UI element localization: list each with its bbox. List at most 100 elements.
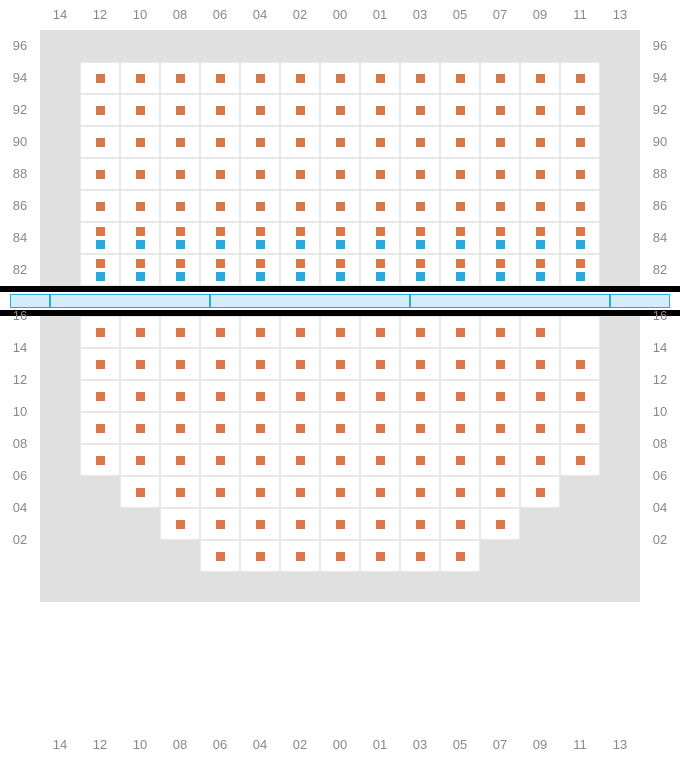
seat-marker — [336, 74, 345, 83]
seat-marker — [96, 138, 105, 147]
seat-marker — [176, 424, 185, 433]
seat-marker — [256, 106, 265, 115]
seat-marker — [256, 202, 265, 211]
seat-marker — [256, 272, 265, 281]
seat-marker — [456, 360, 465, 369]
seat-marker — [416, 272, 425, 281]
row-label-right: 04 — [640, 492, 680, 524]
seat-marker — [176, 392, 185, 401]
seat-marker — [336, 520, 345, 529]
col-label: 14 — [40, 0, 80, 30]
col-label: 11 — [560, 730, 600, 760]
seat-marker — [376, 456, 385, 465]
seat-marker — [96, 360, 105, 369]
seat-marker — [96, 259, 105, 268]
col-label: 12 — [80, 0, 120, 30]
seat-marker — [336, 106, 345, 115]
seat-marker — [96, 392, 105, 401]
seat-marker — [256, 74, 265, 83]
seat-marker — [536, 138, 545, 147]
row-label-right: 14 — [640, 332, 680, 364]
seat-marker — [496, 259, 505, 268]
row-label-left: 02 — [0, 524, 40, 556]
seat-marker — [496, 520, 505, 529]
seat-marker — [136, 170, 145, 179]
seat-marker — [296, 488, 305, 497]
seat-marker — [416, 552, 425, 561]
seat-marker — [536, 240, 545, 249]
seat-marker — [376, 488, 385, 497]
seat-marker — [96, 106, 105, 115]
seat-marker — [216, 106, 225, 115]
col-label: 08 — [160, 730, 200, 760]
divider-blue-seg — [210, 294, 410, 308]
seat-marker — [336, 202, 345, 211]
seat-marker — [256, 488, 265, 497]
seat-marker — [216, 240, 225, 249]
seat-marker — [216, 74, 225, 83]
seat-marker — [96, 272, 105, 281]
seat-marker — [536, 360, 545, 369]
seat-marker — [496, 106, 505, 115]
seat-marker — [296, 520, 305, 529]
seat-marker — [136, 227, 145, 236]
seat-marker — [376, 259, 385, 268]
seat-marker — [136, 328, 145, 337]
row-label-left: 86 — [0, 190, 40, 222]
seat-marker — [336, 456, 345, 465]
seat-marker — [456, 138, 465, 147]
seat-marker — [456, 240, 465, 249]
seat-marker — [176, 488, 185, 497]
divider-top — [0, 286, 680, 292]
col-label: 03 — [400, 730, 440, 760]
seat-marker — [96, 170, 105, 179]
seat-marker — [576, 240, 585, 249]
seat-marker — [216, 392, 225, 401]
seat-marker — [176, 240, 185, 249]
seat-marker — [416, 520, 425, 529]
col-label: 12 — [80, 730, 120, 760]
seat-marker — [416, 138, 425, 147]
seat-marker — [336, 227, 345, 236]
row-label-right: 06 — [640, 460, 680, 492]
col-label: 00 — [320, 730, 360, 760]
row-label-right: 92 — [640, 94, 680, 126]
seat-marker — [136, 272, 145, 281]
col-label: 10 — [120, 730, 160, 760]
seat-marker — [176, 138, 185, 147]
seat-marker — [456, 202, 465, 211]
seat-marker — [216, 227, 225, 236]
seat-marker — [536, 328, 545, 337]
col-label: 13 — [600, 730, 640, 760]
seat-marker — [456, 259, 465, 268]
seat-marker — [456, 227, 465, 236]
seat-marker — [416, 106, 425, 115]
seat-marker — [496, 240, 505, 249]
col-label: 05 — [440, 730, 480, 760]
col-labels-top: 141210080604020001030507091113 — [0, 0, 680, 30]
row-label-right: 16 — [640, 300, 680, 332]
seat-marker — [456, 106, 465, 115]
seat-marker — [296, 392, 305, 401]
seat-marker — [496, 360, 505, 369]
seat-marker — [416, 488, 425, 497]
seat-marker — [176, 202, 185, 211]
seat-marker — [336, 552, 345, 561]
divider-blue-seg — [50, 294, 210, 308]
seat-marker — [416, 259, 425, 268]
seat-marker — [576, 360, 585, 369]
seat-marker — [216, 360, 225, 369]
row-label-right: 86 — [640, 190, 680, 222]
seat-marker — [96, 328, 105, 337]
seat-marker — [576, 456, 585, 465]
col-label: 09 — [520, 0, 560, 30]
seat-marker — [416, 456, 425, 465]
seat-marker — [256, 328, 265, 337]
seat-marker — [576, 202, 585, 211]
seat-marker — [176, 74, 185, 83]
seat-marker — [536, 74, 545, 83]
seat-cell[interactable] — [560, 316, 600, 348]
seat-marker — [456, 488, 465, 497]
seat-marker — [176, 328, 185, 337]
seat-marker — [576, 106, 585, 115]
